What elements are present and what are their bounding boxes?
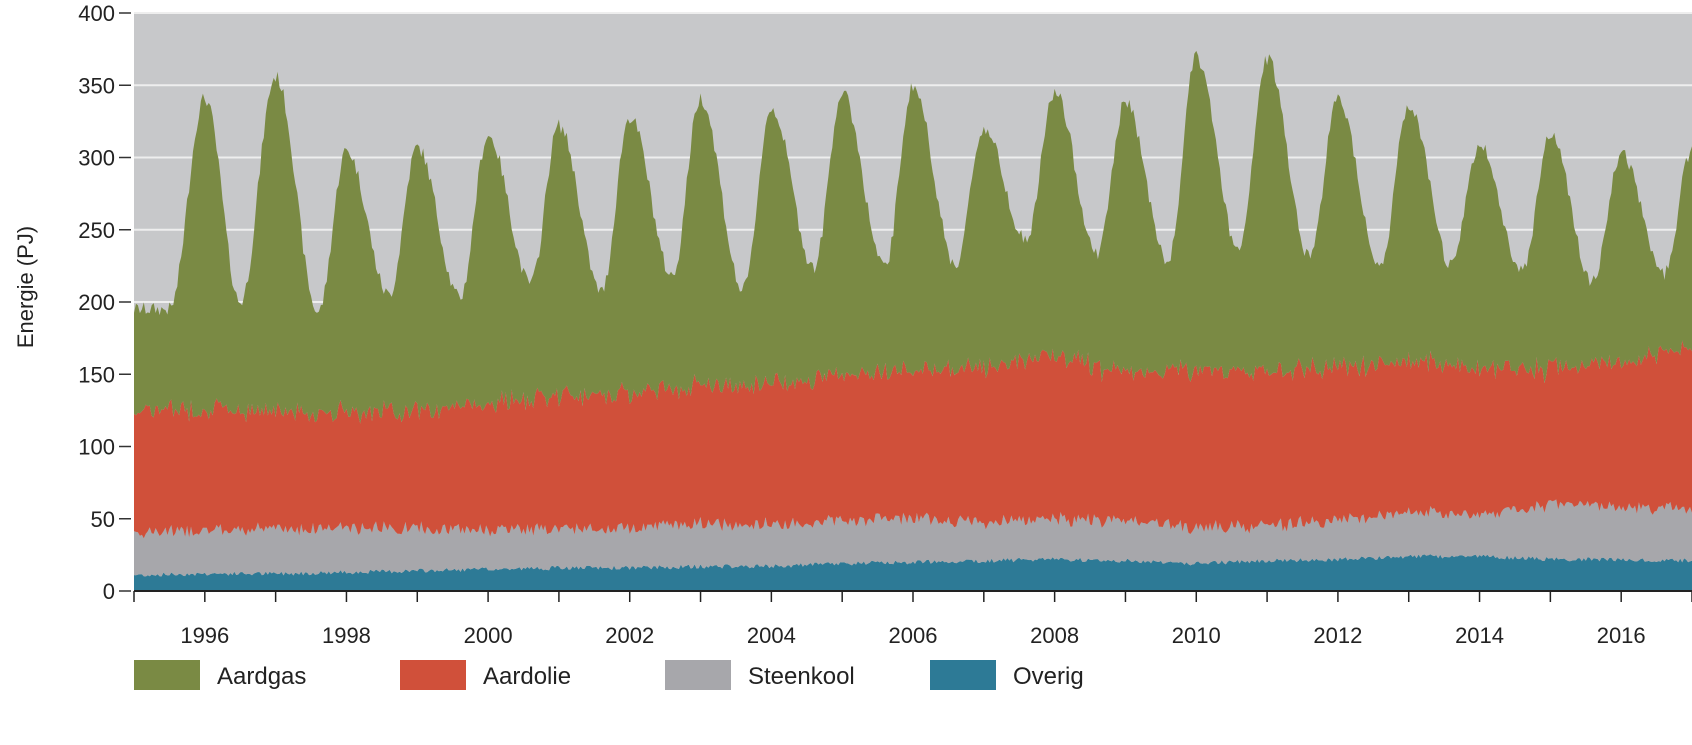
x-tick-label: 2012 [1313, 623, 1362, 648]
legend-label-overig: Overig [1013, 663, 1084, 690]
x-tick-label: 1996 [180, 623, 229, 648]
y-tick-label: 50 [91, 507, 115, 532]
legend-swatch-steenkool [665, 660, 731, 690]
x-tick-label: 2010 [1172, 623, 1221, 648]
x-tick-label: 2002 [605, 623, 654, 648]
x-tick-label: 2014 [1455, 623, 1504, 648]
y-tick-label: 350 [78, 73, 115, 98]
x-tick-label: 2006 [889, 623, 938, 648]
area-overig [134, 554, 1692, 591]
x-tick-label: 2004 [747, 623, 796, 648]
area-aardgas [134, 50, 1692, 424]
legend-swatch-aardgas [134, 660, 200, 690]
area-steenkool [134, 499, 1692, 577]
y-axis-title: Energie (PJ) [13, 226, 38, 348]
legend-label-steenkool: Steenkool [748, 663, 855, 690]
y-tick-label: 400 [78, 1, 115, 26]
y-tick-label: 150 [78, 362, 115, 387]
series-areas [134, 50, 1692, 591]
y-tick-label: 100 [78, 435, 115, 460]
x-axis: 1996 1998 2000 2002 2004 2006 2008 2010 2012 2014… [133, 590, 1692, 648]
legend-label-aardolie: Aardolie [483, 663, 571, 690]
legend: Aardgas Aardolie Steenkool Overig [134, 660, 1084, 690]
legend-label-aardgas: Aardgas [217, 663, 306, 690]
y-tick-label: 0 [103, 579, 115, 604]
y-tick-label: 250 [78, 218, 115, 243]
x-tick-label: 1998 [322, 623, 371, 648]
y-tick-label: 200 [78, 290, 115, 315]
y-tick-label: 300 [78, 146, 115, 171]
y-axis: 0 50 100 150 200 250 300 350 400 [78, 1, 131, 604]
x-tick-label: 2016 [1597, 623, 1646, 648]
x-tick-label: 2008 [1030, 623, 1079, 648]
x-tick-label: 2000 [464, 623, 513, 648]
area-aardolie [134, 340, 1692, 539]
legend-swatch-aardolie [400, 660, 466, 690]
legend-swatch-overig [930, 660, 996, 690]
